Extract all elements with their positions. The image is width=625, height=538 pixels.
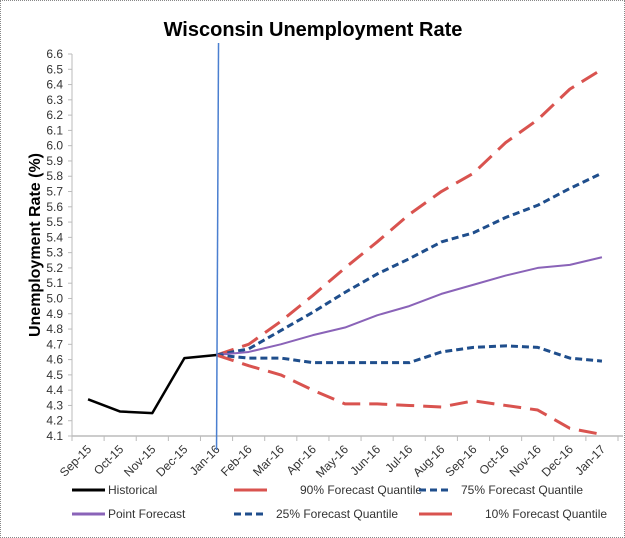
y-tick-label: 5.6 — [46, 200, 63, 214]
legend: Historical 90% Forecast Quantile 75% Forec… — [72, 483, 607, 521]
forecast-start-marker — [215, 42, 220, 451]
x-tick-label: Aug-16 — [410, 442, 447, 479]
y-axis-label: Unemployment Rate (%) — [27, 153, 44, 337]
y-tick-label: 6.3 — [46, 93, 63, 107]
y-tick-label: 6.2 — [46, 108, 63, 122]
y-tick-label: 5.7 — [46, 185, 63, 199]
y-tick-label: 5.2 — [46, 261, 63, 275]
y-tick-label: 4.3 — [46, 398, 63, 412]
x-tick-label: Jan-16 — [187, 442, 223, 478]
y-tick-label: 5.3 — [46, 246, 63, 260]
legend-label: 90% Forecast Quantile — [300, 483, 422, 497]
legend-label: 25% Forecast Quantile — [276, 507, 398, 521]
y-tick-label: 5.0 — [46, 291, 63, 305]
y-tick-label: 4.1 — [46, 429, 63, 443]
x-tick-label: Sep-16 — [442, 442, 479, 479]
y-tick-label: 5.8 — [46, 169, 63, 183]
y-tick-label: 4.6 — [46, 353, 63, 367]
legend-label: Point Forecast — [108, 507, 186, 521]
y-tick-label: 5.9 — [46, 154, 63, 168]
series-line-10-forecast-quantile — [216, 353, 603, 436]
x-tick-label: Dec-16 — [539, 442, 576, 479]
y-tick-label: 5.5 — [46, 215, 63, 229]
series-line-historical — [87, 353, 217, 415]
y-tick-label: 6.6 — [46, 47, 63, 61]
series-line-point-forecast — [216, 256, 603, 357]
y-tick-label: 5.1 — [46, 276, 63, 290]
x-tick-label: Oct-15 — [91, 442, 127, 478]
y-tick-label: 6.5 — [46, 62, 63, 76]
y-tick-label: 4.7 — [46, 337, 63, 351]
x-tick-label: May-16 — [313, 442, 351, 480]
y-tick-label: 5.4 — [46, 230, 63, 244]
x-tick-label: Mar-16 — [250, 442, 287, 479]
series-line-25-forecast-quantile — [216, 344, 603, 365]
series-line-90-forecast-quantile — [216, 68, 603, 357]
x-tick-label: Dec-15 — [153, 442, 190, 479]
y-tick-label: 6.1 — [46, 123, 63, 137]
series-line-75-forecast-quantile — [216, 171, 603, 357]
legend-label: Historical — [108, 483, 157, 497]
y-tick-label: 4.8 — [46, 322, 63, 336]
y-tick-label: 6.4 — [46, 78, 63, 92]
y-tick-label: 4.9 — [46, 307, 63, 321]
x-tick-label: Nov-16 — [507, 442, 544, 479]
x-tick-label: Feb-16 — [218, 442, 255, 479]
y-tick-label: 4.4 — [46, 383, 63, 397]
x-tick-label: Jun-16 — [347, 442, 383, 478]
y-axis: 4.14.2 4.34.44.54.6 4.74.84.9 5.05.15.25.3 5… — [46, 47, 73, 443]
legend-label: 75% Forecast Quantile — [461, 483, 583, 497]
y-tick-label: 4.5 — [46, 368, 63, 382]
x-tick-label: Oct-16 — [476, 442, 512, 478]
legend-label: 10% Forecast Quantile — [485, 507, 607, 521]
x-axis: Sep-15Oct-15Nov-15Dec-15Jan-16Feb-16Mar-… — [57, 435, 623, 480]
chart-title: Wisconsin Unemployment Rate — [164, 19, 463, 41]
x-tick-label: Nov-15 — [121, 442, 158, 479]
y-tick-label: 6.0 — [46, 139, 63, 153]
y-tick-label: 4.2 — [46, 414, 63, 428]
x-tick-label: Sep-15 — [57, 442, 94, 479]
series-group — [87, 68, 603, 436]
x-tick-label: Jan-17 — [572, 442, 608, 478]
